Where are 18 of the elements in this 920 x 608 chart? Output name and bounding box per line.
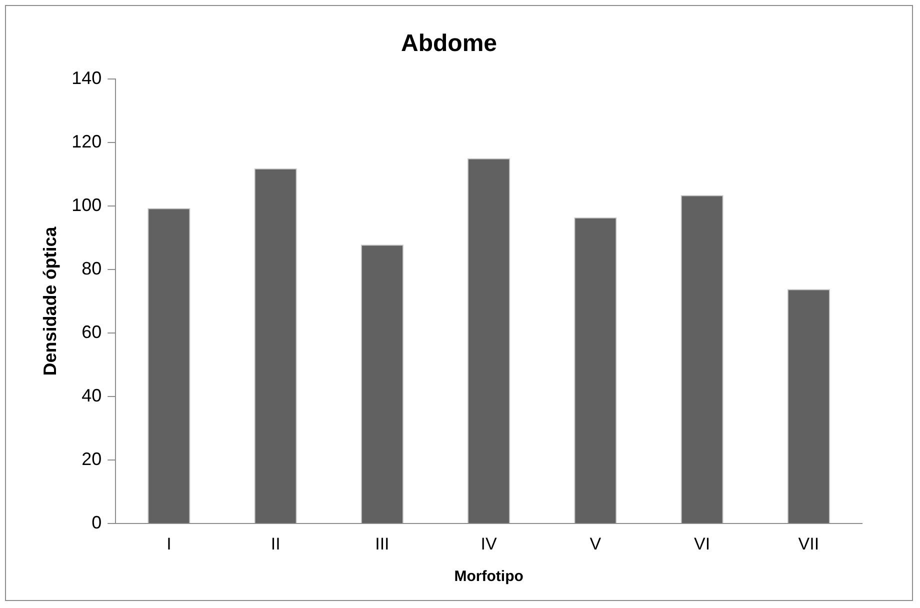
- x-tick-label: III: [375, 534, 390, 554]
- x-tick-label: V: [590, 534, 602, 554]
- y-tick-label: 20: [82, 449, 102, 470]
- y-tick-label: 40: [82, 385, 102, 406]
- y-tick-label: 120: [72, 131, 102, 152]
- x-tick-label: IV: [480, 534, 498, 554]
- x-axis-title: Morfotipo: [454, 568, 524, 586]
- x-tick-label: II: [270, 534, 280, 554]
- y-tick-label: 80: [82, 258, 102, 278]
- x-tick-label: VI: [694, 534, 710, 554]
- y-tick-label: 0: [92, 512, 102, 533]
- y-axis-title: Densidade óptica: [40, 226, 60, 376]
- y-tick-label: 100: [72, 194, 102, 215]
- x-tick-label: VII: [798, 534, 820, 554]
- chart-title: Abdome: [401, 30, 497, 58]
- y-tick-label: 60: [82, 322, 102, 342]
- x-tick-label: I: [166, 534, 172, 554]
- y-tick-label: 140: [72, 68, 102, 88]
